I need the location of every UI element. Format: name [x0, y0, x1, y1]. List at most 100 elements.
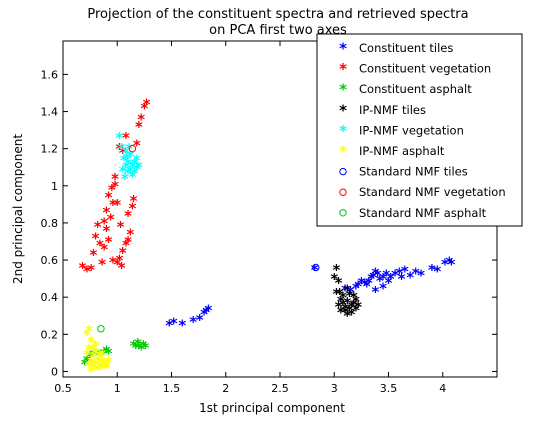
legend-label: IP-NMF asphalt	[359, 144, 445, 158]
data-point-star: *	[170, 315, 178, 333]
legend-label: Constituent vegetation	[359, 62, 491, 76]
data-point-star: *	[85, 322, 93, 340]
data-point-star: *	[441, 255, 449, 273]
data-point-star: *	[346, 287, 354, 305]
data-point-star: *	[137, 341, 145, 359]
data-point-star: *	[83, 263, 91, 281]
data-point-star: *	[122, 144, 130, 162]
data-point-star: *	[124, 233, 132, 251]
data-point-star: *	[119, 162, 127, 180]
data-point-star: *	[85, 341, 93, 359]
data-point-star: *	[379, 279, 387, 297]
data-point-star: *	[385, 274, 393, 292]
data-point-star: *	[372, 283, 380, 301]
data-point-star: *	[105, 233, 113, 251]
data-point-star: *	[337, 292, 345, 310]
data-points: ** * **************************** ** ****** *…	[79, 96, 456, 381]
data-point-star: *	[339, 296, 347, 314]
legend-marker-star: *	[339, 60, 347, 78]
data-point-star: *	[121, 170, 129, 188]
data-point-star: *	[122, 159, 130, 177]
data-point-star: *	[341, 281, 349, 299]
data-point-star: *	[189, 313, 197, 331]
data-point-star: *	[428, 261, 436, 279]
data-point-star: *	[96, 237, 104, 255]
data-point-star: *	[100, 214, 108, 232]
y-tick-label: 0.8	[41, 217, 59, 230]
data-point-star: *	[347, 283, 355, 301]
data-point-star: *	[367, 270, 375, 288]
data-point-star: *	[133, 151, 141, 169]
y-tick-label: 1.6	[41, 68, 59, 81]
legend-label: IP-NMF tiles	[359, 103, 426, 117]
data-point-star: *	[102, 222, 110, 240]
data-point-star: *	[89, 359, 97, 377]
legend-label: Standard NMF asphalt	[359, 206, 487, 220]
x-tick-label: 3	[331, 382, 338, 395]
data-point-star: *	[135, 339, 143, 357]
data-point-star: *	[129, 168, 137, 186]
data-point-star: *	[131, 164, 139, 182]
data-point-star: *	[98, 255, 106, 273]
data-point-star: *	[100, 356, 108, 374]
data-point-star: *	[361, 276, 369, 294]
legend-marker-star: *	[339, 40, 347, 58]
data-point-star: *	[132, 339, 140, 357]
legend-marker-star: *	[339, 81, 347, 99]
data-point-star: *	[111, 177, 119, 195]
data-point-star: *	[92, 356, 100, 374]
data-point-star: *	[129, 159, 137, 177]
x-tick-label: 0.5	[54, 382, 72, 395]
data-point-star: *	[89, 348, 97, 366]
data-point-star: *	[382, 266, 390, 284]
chart-title-line-1: Projection of the constituent spectra an…	[87, 7, 468, 22]
data-point-star: *	[336, 285, 344, 303]
data-point-star: *	[202, 304, 210, 322]
data-point-star: *	[97, 346, 105, 364]
data-point-star: *	[98, 346, 106, 364]
data-point-star: *	[92, 344, 100, 362]
data-point-star: *	[417, 266, 425, 284]
data-point-star: *	[133, 136, 141, 154]
data-point-star: *	[117, 218, 125, 236]
data-point-star: *	[139, 337, 147, 355]
data-point-star: *	[120, 151, 128, 169]
data-point-star: *	[204, 302, 212, 320]
data-point-star: *	[102, 359, 110, 377]
data-point-star: *	[376, 272, 384, 290]
data-point-star: *	[137, 110, 145, 128]
y-tick-label: 0.4	[41, 291, 59, 304]
data-point-star: *	[98, 359, 106, 377]
data-point-star: *	[135, 159, 143, 177]
data-point-star: *	[335, 298, 343, 316]
data-point-star: *	[330, 270, 338, 288]
data-point-star: *	[343, 281, 351, 299]
data-point-star: *	[346, 302, 354, 320]
data-point-star: *	[100, 240, 108, 258]
data-point-star: *	[352, 279, 360, 297]
y-tick-label: 1	[51, 180, 58, 193]
data-point-star: *	[129, 200, 137, 218]
data-point-star: *	[105, 354, 113, 372]
data-point-star: *	[343, 307, 351, 325]
legend-marker-star: *	[339, 143, 347, 161]
data-point-star: *	[81, 356, 89, 374]
y-tick-label: 0.2	[41, 328, 59, 341]
data-point-star: *	[115, 140, 123, 158]
data-point-star: *	[369, 268, 377, 286]
x-tick-label: 1	[114, 382, 121, 395]
data-point-star: *	[87, 354, 95, 372]
legend: * Constituent tiles * Constituent vegetatio…	[316, 33, 523, 227]
y-tick-label: 0	[51, 365, 58, 378]
data-point-star: *	[332, 261, 340, 279]
data-point-star: *	[379, 270, 387, 288]
data-point-star: *	[352, 292, 360, 310]
data-point-star: *	[100, 344, 108, 362]
data-point-star: *	[83, 326, 91, 344]
data-point-star: *	[433, 263, 441, 281]
data-point-star: *	[339, 289, 347, 307]
data-point-star: *	[131, 155, 139, 173]
data-point-star: *	[107, 211, 115, 229]
data-point-star: *	[94, 218, 102, 236]
